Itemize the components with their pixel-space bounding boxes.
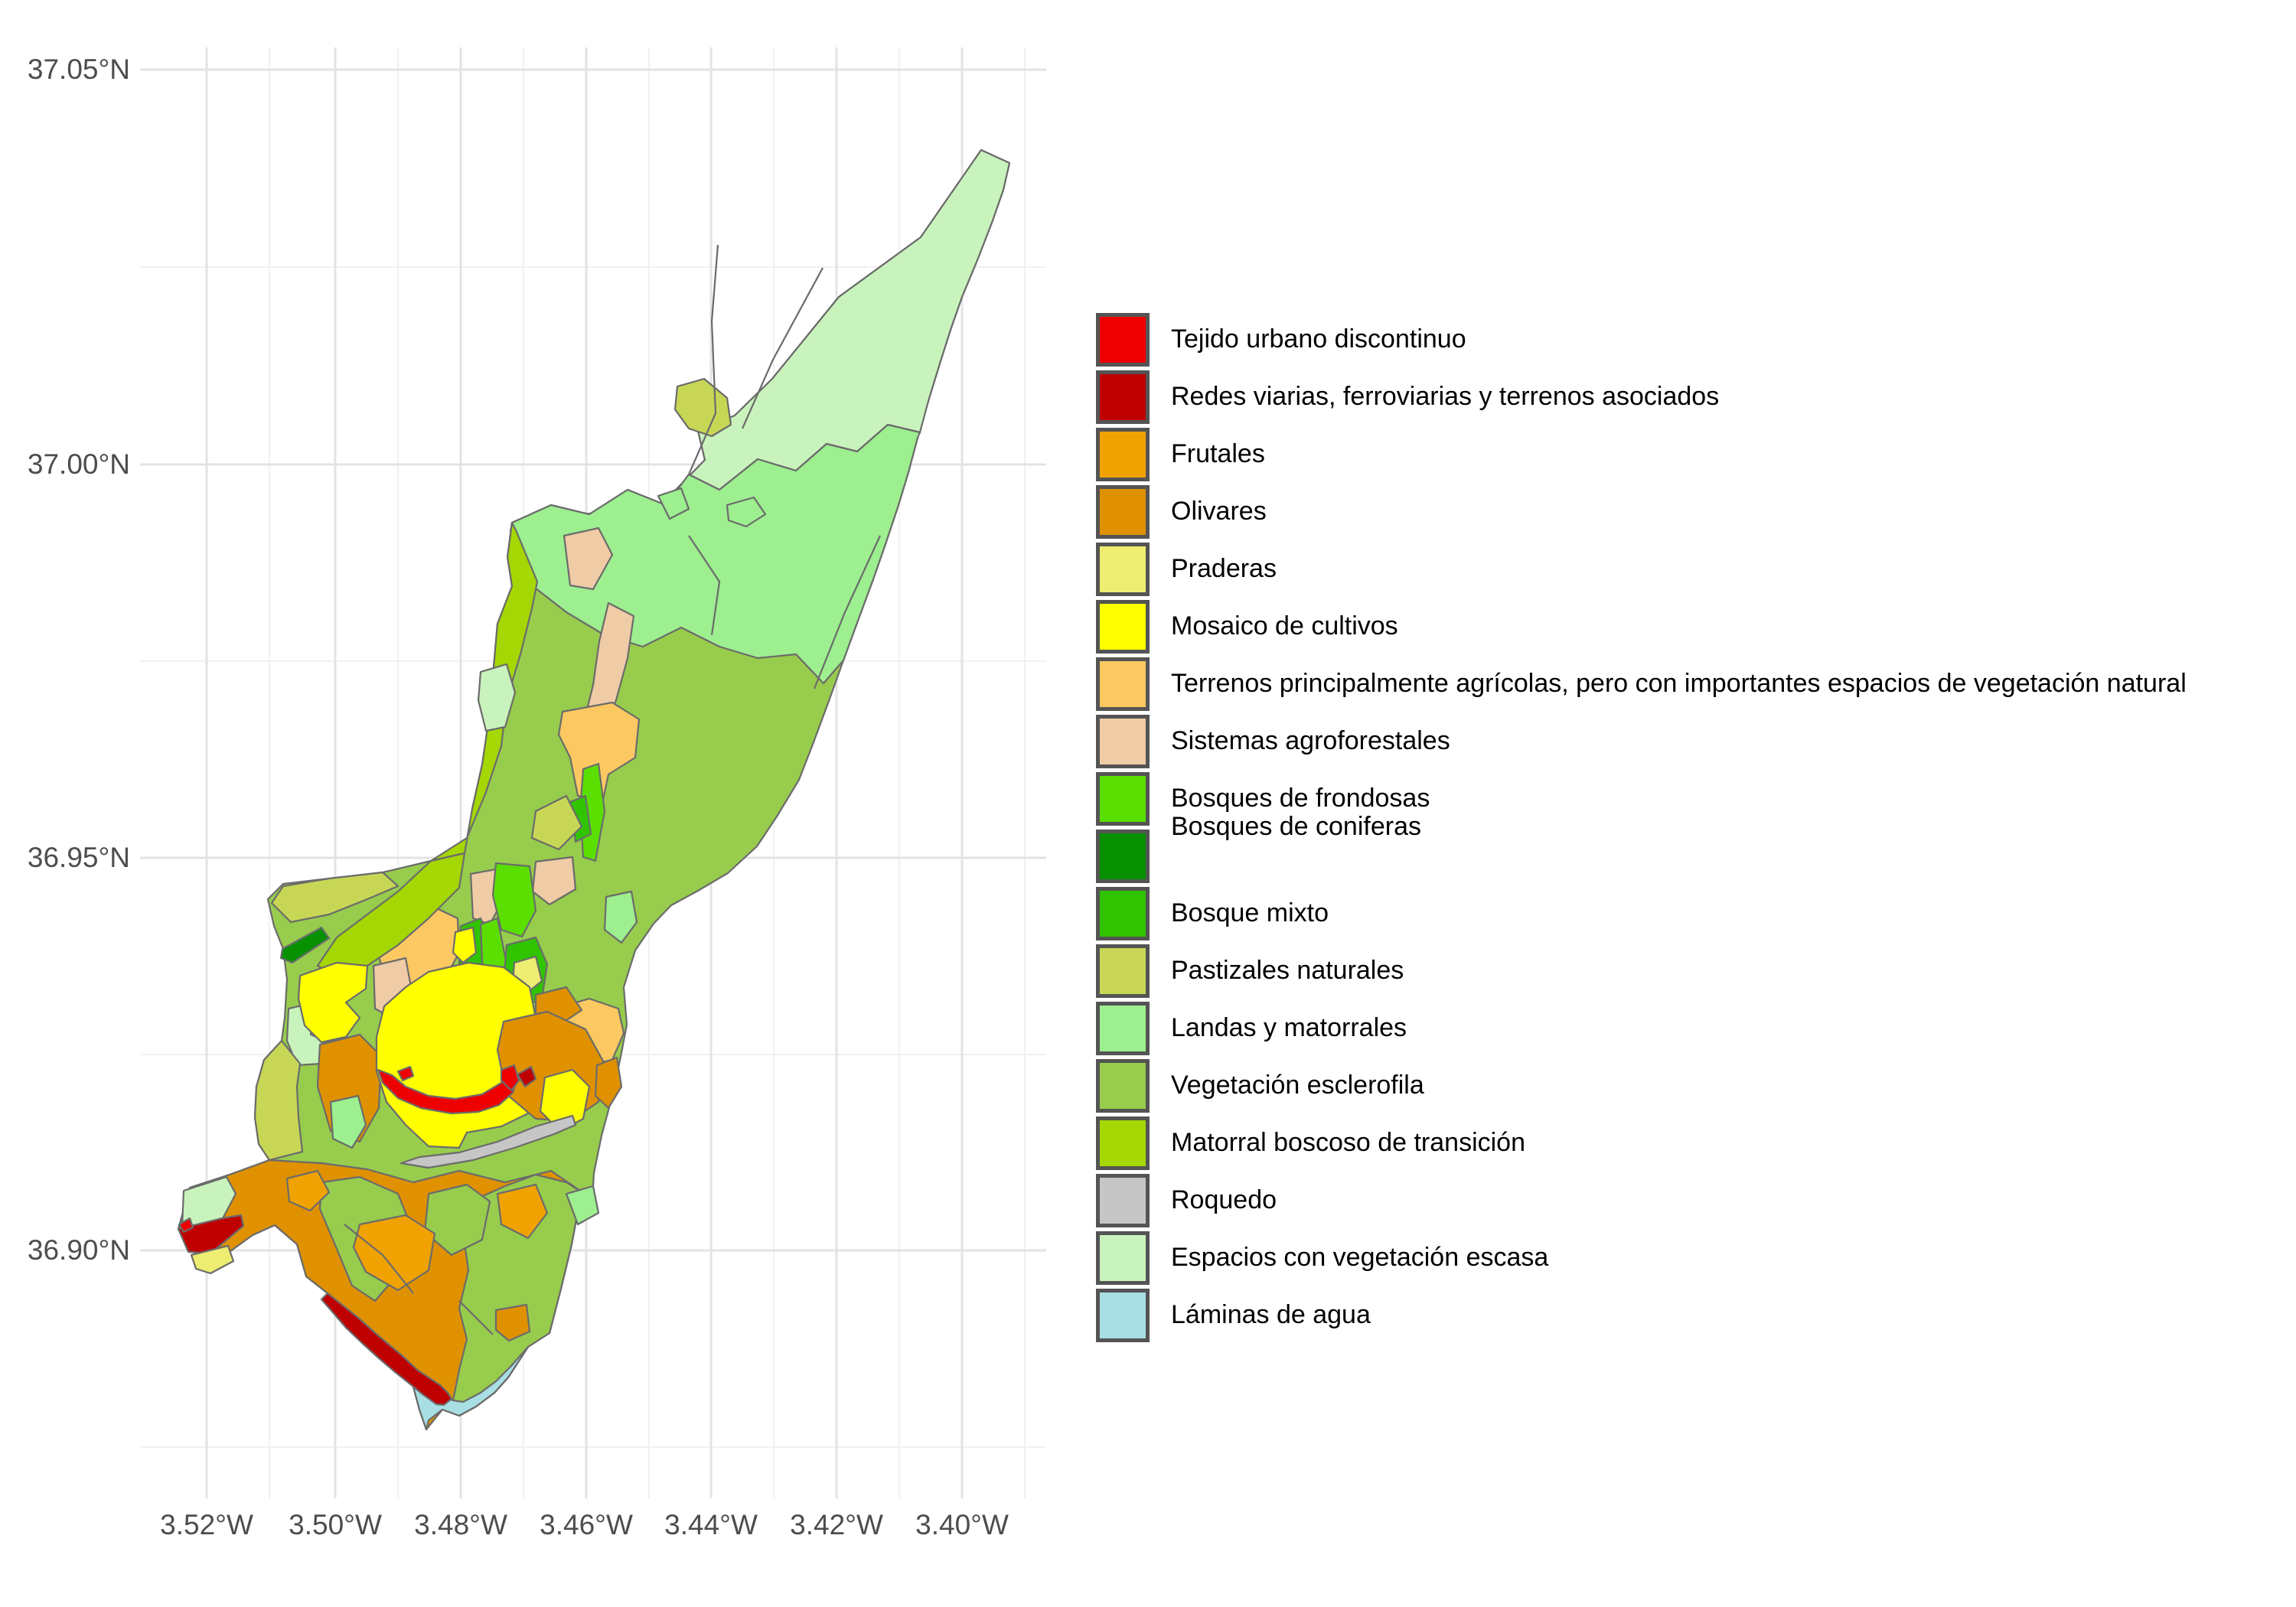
parcel-line-0 xyxy=(687,244,719,475)
parcel-line-5 xyxy=(458,1300,494,1335)
parcel-line-3 xyxy=(688,535,721,636)
region-coniferas-sliver xyxy=(279,926,331,964)
x-tick-label: 3.44°W xyxy=(664,1509,758,1540)
parcel-line-2 xyxy=(813,535,881,689)
x-tick-label: 3.50°W xyxy=(289,1509,382,1540)
region-frutales-2 xyxy=(496,1183,549,1240)
region-darkred-bits xyxy=(516,1065,537,1088)
region-terrenos-mid xyxy=(557,701,641,801)
parcel-boundary-lines xyxy=(344,244,881,1335)
region-road-darkred xyxy=(320,1292,453,1407)
x-tick-label: 3.52°W xyxy=(160,1509,253,1540)
x-tick-label: 3.48°W xyxy=(414,1509,507,1540)
parcel-line-4 xyxy=(344,1224,414,1294)
region-landas-wiggle-2 xyxy=(726,496,767,528)
x-tick-label: 3.46°W xyxy=(540,1509,633,1540)
region-yellow-right xyxy=(539,1068,591,1133)
region-pastizales-west-band xyxy=(253,1039,304,1162)
region-pastizales-upper xyxy=(673,377,732,438)
region-pastizales-arm-nw xyxy=(270,871,400,924)
region-olivares-in-east-lobe xyxy=(494,1303,531,1342)
region-pastizales-mid xyxy=(530,794,583,851)
y-tick-label: 37.00°N xyxy=(27,448,130,480)
region-tip-darkred xyxy=(177,1214,245,1255)
region-red-east-blob xyxy=(500,1064,520,1092)
y-tick-label: 37.05°N xyxy=(27,54,130,85)
region-tip-red xyxy=(178,1217,194,1234)
parcel-line-1 xyxy=(741,267,823,429)
region-roquedo-band xyxy=(400,1114,577,1169)
region-frondosas-big xyxy=(491,862,537,938)
y-tick-label: 36.95°N xyxy=(27,842,130,873)
y-tick-label: 36.90°N xyxy=(27,1234,130,1266)
region-red-island xyxy=(396,1065,415,1082)
land-cover-map xyxy=(177,148,1011,1431)
x-tick-label: 3.40°W xyxy=(915,1509,1009,1540)
region-landas-se-blob xyxy=(603,890,638,944)
region-espacios-wiggle-mid xyxy=(477,663,517,732)
region-frutales-3 xyxy=(285,1169,331,1212)
region-landas-south-of-olivares xyxy=(329,1094,367,1149)
region-tip-yellow xyxy=(190,1244,235,1275)
region-yellow-west xyxy=(297,961,369,1044)
region-landas-bottom xyxy=(565,1185,600,1226)
region-frutales-1 xyxy=(352,1214,436,1292)
x-tick-label: 3.42°W xyxy=(790,1509,883,1540)
region-landas-wiggle-1 xyxy=(657,487,690,520)
region-yellow-small-n xyxy=(452,926,478,964)
region-olivares-small-east xyxy=(594,1056,623,1110)
region-tan-strip-nw xyxy=(563,526,614,591)
